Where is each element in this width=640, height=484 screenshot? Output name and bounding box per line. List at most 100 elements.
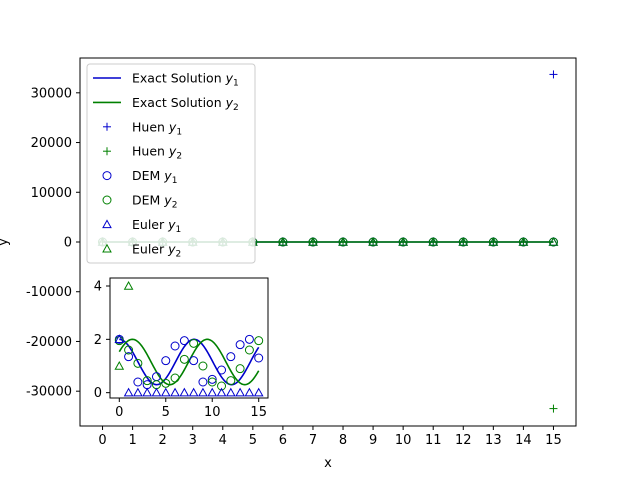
euler-y2-point bbox=[278, 236, 288, 246]
inset-exact-y2-curve bbox=[118, 338, 260, 386]
inset-series-layer bbox=[114, 280, 264, 397]
legend-box bbox=[86, 63, 256, 264]
inset-x-tick-label: 15 bbox=[250, 405, 267, 420]
inset-y-tick-label: 0 bbox=[94, 386, 102, 401]
inset-dem-y1-point bbox=[244, 334, 254, 344]
inset-x-tick-label: 0 bbox=[115, 405, 123, 420]
legend-entry-dem-y1: DEM y1 bbox=[102, 168, 177, 186]
inset-background bbox=[110, 278, 268, 398]
euler-y2-point bbox=[428, 236, 439, 246]
y-tick-label: 30000 bbox=[31, 86, 72, 101]
x-tick-label: 13 bbox=[485, 433, 502, 448]
legend-label: DEM y1 bbox=[132, 168, 177, 186]
inset-dem-y1-point bbox=[170, 341, 180, 351]
x-tick-label: 11 bbox=[425, 433, 442, 448]
inset-euler-y1-point bbox=[244, 387, 255, 397]
inset-dem-y2-point bbox=[142, 376, 152, 386]
x-tick-label: 8 bbox=[339, 433, 347, 448]
x-tick-label: 4 bbox=[219, 433, 227, 448]
euler-y2-point bbox=[398, 236, 409, 246]
inset-euler-y1-point bbox=[123, 387, 134, 397]
inset-dem-y1-point bbox=[207, 374, 217, 384]
legend-marker-swatch bbox=[102, 195, 112, 205]
x-tick-label: 12 bbox=[455, 433, 472, 448]
huen-y2-point bbox=[549, 404, 558, 413]
inset-dem-y2-point bbox=[161, 378, 171, 388]
inset-euler-y1-point bbox=[151, 387, 162, 397]
inset-dem-y2-point bbox=[179, 354, 189, 364]
x-tick-label: 14 bbox=[515, 433, 532, 448]
y-tick-label: -20000 bbox=[26, 335, 72, 350]
inset-euler-y2-point bbox=[114, 360, 125, 370]
inset-dem-y1-point bbox=[124, 352, 134, 362]
inset-euler-y1-point bbox=[253, 387, 264, 397]
inset-dem-y1-point bbox=[179, 336, 189, 346]
legend-marker-swatch bbox=[102, 243, 112, 253]
legend: Exact Solution y1 Exact Solution y2 Huen y… bbox=[86, 63, 256, 264]
inset-dem-y1-point bbox=[235, 340, 245, 350]
legend-label: Exact Solution y1 bbox=[132, 71, 239, 89]
euler-y2-point bbox=[338, 236, 348, 246]
inset-euler-y1-point bbox=[198, 387, 208, 397]
inset-dem-y2-point bbox=[244, 345, 254, 355]
y-axis-label: y bbox=[0, 238, 11, 246]
inset-dem-y2-point bbox=[124, 345, 134, 355]
legend-label: Euler y2 bbox=[132, 241, 181, 259]
euler-y2-point bbox=[548, 236, 559, 246]
inset-dem-y2-point bbox=[133, 358, 143, 368]
inset-dem-y1-point bbox=[217, 365, 227, 375]
huen-y1-point bbox=[549, 70, 558, 79]
legend-marker-swatch bbox=[102, 171, 112, 181]
x-tick-label: 2 bbox=[159, 433, 167, 448]
inset-euler-y1-point bbox=[216, 387, 227, 397]
y-tick-label: -10000 bbox=[26, 285, 72, 300]
legend-label: Exact Solution y2 bbox=[132, 95, 239, 113]
y-tick-label: -30000 bbox=[26, 385, 72, 400]
inset-euler-y1-point bbox=[235, 387, 245, 397]
inset-euler-y1-point bbox=[188, 387, 199, 397]
inset-euler-y1-point bbox=[207, 387, 218, 397]
legend-entry-exact-y2: Exact Solution y2 bbox=[93, 95, 239, 113]
main-x-ticks: 0 1 2 3 4 5 6 7 8 9 10 11 12 13 14 15 bbox=[98, 426, 562, 448]
inset-dem-y2-point bbox=[235, 364, 245, 374]
inset-x-tick-label: 5 bbox=[162, 405, 170, 420]
inset-euler-y1-point bbox=[225, 387, 236, 397]
y-tick-label: 20000 bbox=[31, 136, 72, 151]
inset-euler-y1-point bbox=[160, 387, 171, 397]
inset-euler-y1-point bbox=[179, 387, 190, 397]
legend-label: Euler y1 bbox=[132, 217, 181, 235]
inset-x-tick-label: 10 bbox=[204, 405, 221, 420]
inset-dem-y2-point bbox=[254, 336, 264, 346]
inset-dem-y1-point bbox=[254, 353, 264, 363]
legend-entries: Exact Solution y1 Exact Solution y2 Huen y… bbox=[93, 71, 239, 259]
x-tick-label: 10 bbox=[395, 433, 412, 448]
inset-dem-y2-point bbox=[198, 361, 208, 371]
inset-dem-y1-point bbox=[226, 352, 236, 362]
inset-dem-y2-point bbox=[114, 336, 124, 346]
legend-entry-huen-y1: Huen y1 bbox=[103, 119, 182, 137]
legend-marker-swatch bbox=[103, 147, 111, 156]
x-tick-label: 1 bbox=[128, 433, 136, 448]
euler-y2-point bbox=[458, 236, 469, 246]
legend-label: Huen y2 bbox=[132, 144, 182, 162]
x-tick-label: 6 bbox=[279, 433, 287, 448]
inset-dem-y1-point bbox=[198, 377, 208, 387]
inset-y-tick-label: 4 bbox=[94, 280, 102, 295]
euler-y2-point bbox=[308, 236, 318, 246]
x-axis-label: x bbox=[324, 456, 332, 471]
inset-euler-y1-point bbox=[133, 387, 143, 397]
legend-label: DEM y2 bbox=[132, 193, 177, 211]
x-tick-label: 15 bbox=[545, 433, 562, 448]
main-y-ticks: -30000 -20000 -10000 0 10000 20000 30000 bbox=[26, 86, 80, 400]
legend-entry-euler-y2: Euler y2 bbox=[102, 241, 181, 259]
inset-exact-y1-curve bbox=[119, 338, 260, 386]
inset-dem-y2-point bbox=[170, 373, 180, 383]
inset-chart: 0 5 10 15 0 2 4 bbox=[94, 277, 269, 420]
euler-y2-point bbox=[368, 236, 378, 246]
euler-y2-point bbox=[518, 236, 529, 246]
inset-frame bbox=[109, 277, 269, 399]
inset-dem-y2-point bbox=[207, 377, 217, 387]
inset-euler-y2-point bbox=[123, 280, 134, 290]
inset-dem-y1-point bbox=[189, 356, 199, 366]
